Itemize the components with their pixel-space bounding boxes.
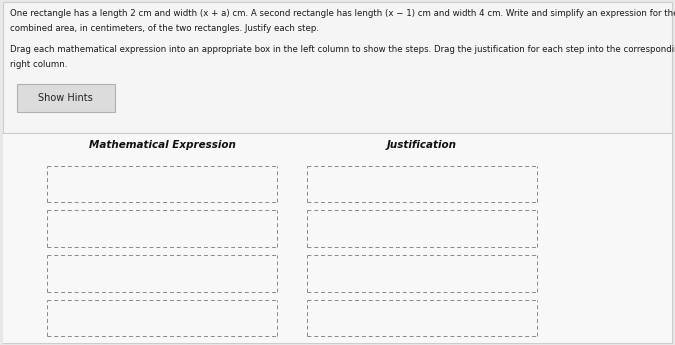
Text: Mathematical Expression: Mathematical Expression — [88, 140, 236, 150]
Text: combined area, in centimeters, of the two rectangles. Justify each step.: combined area, in centimeters, of the tw… — [10, 24, 319, 33]
Text: Justification: Justification — [387, 140, 457, 150]
FancyBboxPatch shape — [3, 2, 672, 343]
Text: Drag each mathematical expression into an appropriate box in the left column to : Drag each mathematical expression into a… — [10, 45, 675, 54]
Text: right column.: right column. — [10, 60, 68, 69]
FancyBboxPatch shape — [17, 84, 115, 112]
Text: Show Hints: Show Hints — [38, 93, 93, 103]
FancyBboxPatch shape — [3, 133, 672, 343]
Text: One rectangle has a length 2 cm and width (x + a) cm. A second rectangle has len: One rectangle has a length 2 cm and widt… — [10, 9, 675, 18]
